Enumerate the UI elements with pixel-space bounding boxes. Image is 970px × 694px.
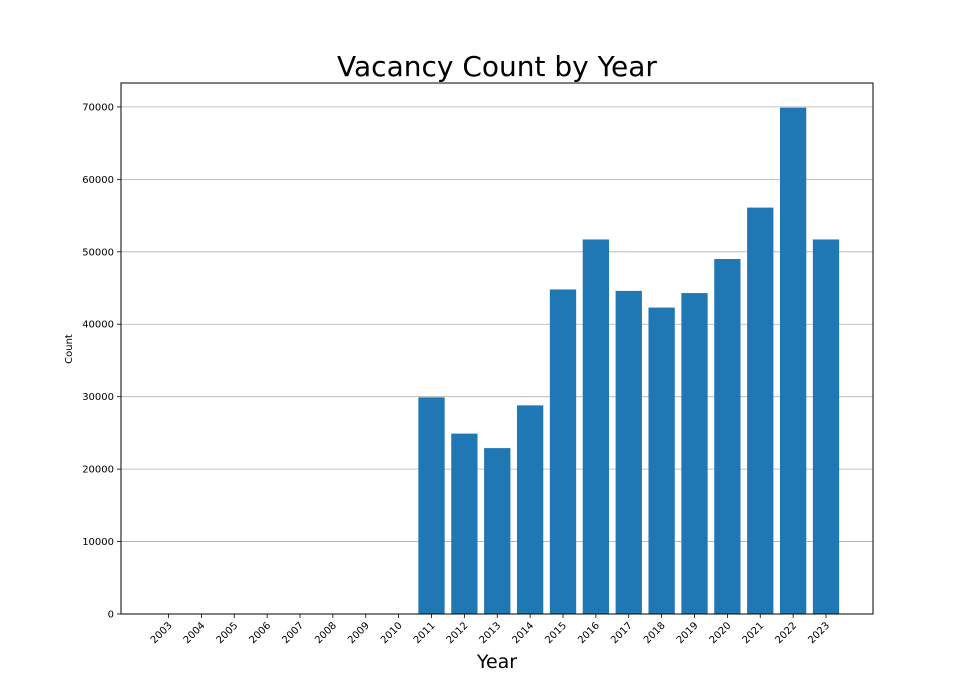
x-tick-label: 2011: [412, 620, 438, 646]
y-tick-label: 40000: [82, 320, 114, 331]
x-tick-label: 2007: [280, 620, 306, 646]
x-tick-label: 2015: [543, 620, 569, 646]
y-tick-label: 70000: [82, 102, 114, 113]
y-axis-ticks: 0 10000 20000 30000 40000 50000 60000 70000: [82, 102, 121, 621]
chart-title: Vacancy Count by Year: [337, 50, 657, 83]
y-axis-title: Count: [64, 334, 75, 364]
bar-2022: [779, 107, 807, 615]
x-tick-label: 2009: [346, 620, 372, 646]
bar-2019: [681, 293, 708, 614]
bar-2018: [648, 307, 675, 614]
gridlines: [121, 106, 873, 542]
bar-2020: [714, 259, 741, 614]
bar-2011: [418, 397, 445, 614]
x-tick-label: 2008: [313, 620, 339, 646]
x-tick-label: 2004: [182, 620, 208, 646]
bar-2016: [582, 239, 610, 614]
y-tick-label: 0: [108, 610, 114, 621]
x-tick-label: 2017: [609, 620, 635, 646]
x-axis-title: Year: [476, 651, 517, 673]
bar-2012: [451, 433, 478, 614]
x-tick-label: 2014: [510, 620, 536, 646]
x-tick-label: 2016: [576, 620, 602, 646]
x-tick-label: 2023: [806, 620, 832, 646]
bar-2017: [615, 290, 642, 614]
x-tick-label: 2005: [215, 620, 241, 646]
x-tick-label: 2003: [149, 620, 175, 646]
x-tick-label: 2021: [741, 620, 767, 646]
bars: [418, 107, 840, 615]
y-tick-label: 10000: [82, 537, 114, 548]
y-tick-label: 20000: [82, 465, 114, 476]
x-tick-label: 2020: [708, 620, 734, 646]
x-tick-label: 2022: [773, 620, 799, 646]
x-tick-label: 2006: [247, 620, 273, 646]
bar-2021: [747, 207, 774, 614]
x-tick-label: 2018: [642, 620, 668, 646]
y-tick-label: 30000: [82, 392, 114, 403]
x-axis-ticks: 2003 2004 2005 2006 2007 2008 2009 2010 2011 2012…: [149, 614, 832, 646]
bar-2014: [516, 405, 544, 614]
y-tick-label: 50000: [82, 247, 114, 258]
bar-2013: [484, 448, 511, 614]
x-tick-label: 2013: [478, 620, 504, 646]
x-tick-label: 2010: [379, 620, 405, 646]
bar-2015: [549, 289, 577, 614]
y-tick-label: 60000: [82, 175, 114, 186]
bar-2023: [812, 239, 840, 614]
x-tick-label: 2019: [675, 620, 701, 646]
x-tick-label: 2012: [445, 620, 471, 646]
